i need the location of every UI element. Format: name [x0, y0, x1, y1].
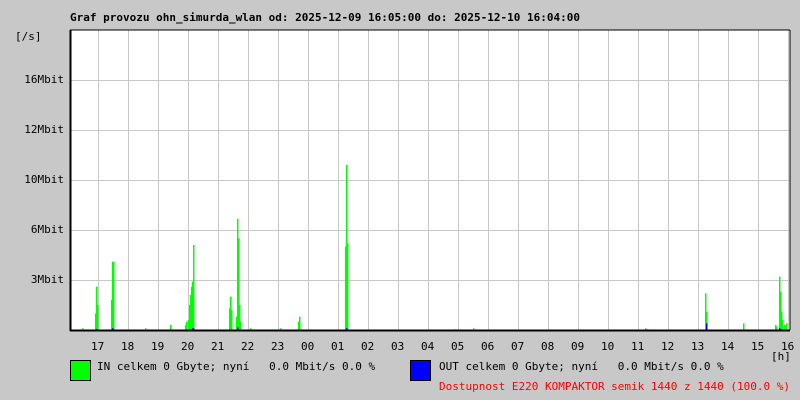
in-bar [706, 311, 708, 330]
x-tick-label: 00 [301, 340, 315, 353]
in-bar [776, 326, 778, 330]
out-legend-swatch [410, 360, 431, 381]
in-bar [239, 305, 241, 330]
x-tick-label: 06 [481, 340, 495, 353]
in-bar [191, 286, 193, 330]
in-bar [346, 165, 348, 330]
in-bar [112, 261, 114, 330]
y-axis-unit: [/s] [15, 30, 42, 43]
in-bar [786, 323, 788, 330]
out-bar [346, 328, 348, 330]
in-bar [473, 328, 475, 330]
in-bar [192, 281, 194, 330]
x-tick-label: 20 [181, 340, 195, 353]
y-tick-label: 3Mbit [30, 273, 64, 286]
x-tick-label: 23 [271, 340, 285, 353]
out-legend-text: OUT celkem 0 Gbyte; nyní 0.0 Mbit/s 0.0 … [439, 360, 724, 373]
in-bar [347, 243, 349, 330]
x-tick-label: 16 [781, 340, 795, 353]
in-bar [298, 321, 300, 330]
in-bar [743, 323, 745, 330]
in-bar [645, 328, 647, 330]
in-bar [186, 321, 188, 330]
y-tick-label: 10Mbit [24, 173, 64, 186]
x-tick-label: 07 [511, 340, 525, 353]
in-bar [784, 325, 786, 330]
out-bar [706, 323, 708, 330]
x-tick-label: 21 [211, 340, 225, 353]
x-tick-label: 17 [91, 340, 105, 353]
in-legend-swatch [70, 360, 91, 381]
x-tick-label: 03 [391, 340, 405, 353]
in-bar [185, 325, 187, 330]
out-bar [192, 328, 194, 330]
in-bar [238, 238, 240, 330]
in-bar [231, 310, 233, 330]
in-bar [95, 313, 97, 330]
in-bar [781, 311, 783, 330]
in-bar [345, 246, 347, 330]
x-tick-label: 22 [241, 340, 255, 353]
x-tick-label: 12 [661, 340, 675, 353]
in-bar [193, 295, 195, 330]
in-bar [145, 328, 147, 330]
y-tick-label: 12Mbit [24, 123, 64, 136]
out-bar [779, 328, 781, 330]
out-bar [112, 328, 114, 330]
x-tick-label: 02 [361, 340, 375, 353]
in-bar [97, 305, 99, 330]
x-tick-label: 15 [751, 340, 765, 353]
out-bar [193, 328, 195, 330]
in-bar [189, 305, 191, 330]
x-tick-label: 09 [571, 340, 585, 353]
in-bar [705, 293, 707, 330]
x-tick-label: 13 [691, 340, 705, 353]
in-bar [188, 320, 190, 330]
x-axis-unit: [h] [771, 350, 791, 363]
x-tick-label: 18 [121, 340, 135, 353]
x-tick-label: 04 [421, 340, 435, 353]
in-bar [96, 286, 98, 330]
x-tick-label: 11 [631, 340, 645, 353]
in-bar [782, 320, 784, 330]
in-bar [779, 276, 781, 330]
in-bar [230, 296, 232, 330]
in-bar [775, 325, 777, 330]
in-bar [229, 308, 231, 330]
x-tick-label: 19 [151, 340, 165, 353]
in-bar [250, 328, 252, 330]
in-bar [240, 321, 242, 330]
y-tick-label: 16Mbit [24, 73, 64, 86]
y-tick-label: 6Mbit [30, 223, 64, 236]
in-legend-text: IN celkem 0 Gbyte; nyní 0.0 Mbit/s 0.0 % [97, 360, 376, 373]
x-tick-label: 14 [721, 340, 735, 353]
availability-text: Dostupnost E220 KOMPAKTOR semik 1440 z 1… [439, 380, 790, 393]
in-bar [780, 291, 782, 330]
x-tick-label: 01 [331, 340, 345, 353]
in-bar [190, 295, 192, 330]
in-bar [82, 328, 84, 330]
in-bar [170, 325, 172, 330]
x-tick-label: 05 [451, 340, 465, 353]
in-bar [113, 261, 115, 330]
x-tick-label: 10 [601, 340, 615, 353]
x-tick-label: 08 [541, 340, 555, 353]
in-bar [111, 300, 113, 330]
in-bar [236, 316, 238, 330]
in-bar [237, 218, 239, 330]
out-bar [237, 327, 239, 330]
in-bar [193, 245, 195, 330]
in-bar [280, 328, 282, 330]
chart-title: Graf provozu ohn_simurda_wlan od: 2025-1… [70, 11, 580, 24]
in-bar [299, 316, 301, 330]
